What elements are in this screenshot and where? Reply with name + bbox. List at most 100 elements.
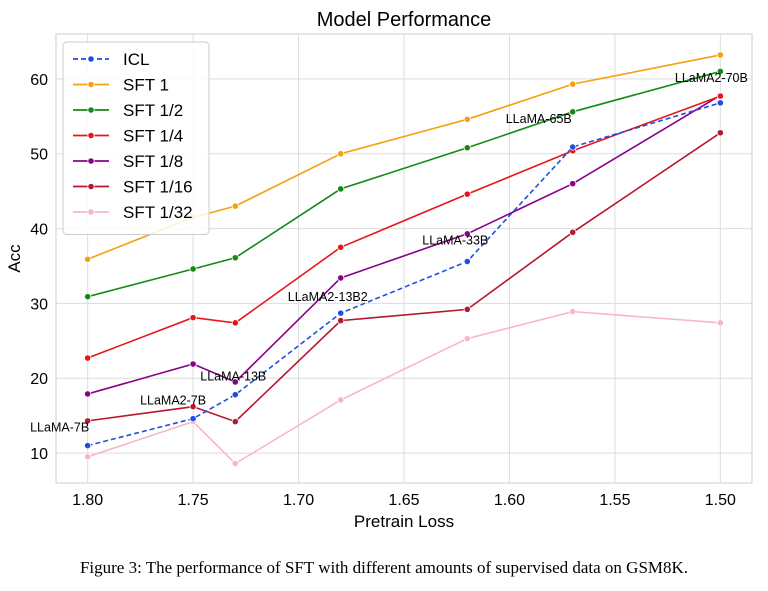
legend-marker — [87, 182, 95, 191]
data-point — [231, 459, 239, 468]
data-point — [569, 80, 577, 88]
annotation-label: LLaMA-13B — [200, 370, 266, 384]
data-point — [463, 257, 471, 266]
x-tick-label: 1.50 — [705, 492, 736, 509]
legend-label: SFT 1/4 — [123, 127, 183, 146]
data-point — [463, 230, 471, 238]
data-point — [337, 309, 345, 317]
data-point — [463, 115, 471, 123]
data-point — [569, 228, 577, 236]
data-point — [463, 144, 471, 152]
x-tick-label: 1.60 — [494, 492, 525, 509]
data-point — [84, 354, 92, 362]
y-tick-label: 30 — [30, 296, 48, 313]
legend-marker — [87, 55, 95, 63]
data-point — [84, 441, 92, 450]
data-point — [337, 243, 345, 251]
legend-item: SFT 1 — [73, 76, 169, 95]
annotation-label: LLaMA2-13B2 — [288, 290, 368, 304]
data-point — [569, 143, 577, 151]
data-point — [337, 317, 345, 325]
legend-label: ICL — [123, 50, 149, 69]
data-point — [84, 390, 92, 398]
data-point — [84, 255, 92, 263]
y-axis-label: Acc — [5, 244, 24, 273]
data-point — [189, 415, 197, 423]
x-tick-label: 1.65 — [388, 492, 419, 509]
legend-marker — [87, 106, 95, 114]
data-point — [231, 378, 239, 386]
data-point — [231, 391, 239, 399]
x-tick-label: 1.70 — [283, 492, 314, 509]
y-tick-label: 10 — [30, 446, 48, 463]
data-point — [189, 265, 197, 273]
tick-labels: 1.80 1.75 1.70 1.65 1.60 1.55 1.50 10 20 30 40 50 60 — [30, 72, 736, 509]
series-sft-1-16 — [84, 129, 724, 426]
legend-label: SFT 1/16 — [123, 178, 193, 197]
y-tick-label: 40 — [30, 222, 48, 239]
legend-item: SFT 1/4 — [73, 127, 183, 146]
legend-marker — [87, 80, 95, 89]
data-point — [569, 108, 577, 116]
chart-title: Model Performance — [317, 9, 492, 31]
annotations: LLaMA-7B LLaMA2-7B LLaMA-13B LLaMA2-13B2 LLa… — [30, 71, 748, 435]
data-point — [189, 403, 197, 411]
legend-marker — [87, 208, 95, 216]
y-tick-label: 20 — [30, 371, 48, 388]
series-icl — [84, 99, 724, 450]
legend-item: SFT 1/16 — [73, 178, 193, 197]
x-tick-label: 1.75 — [178, 492, 209, 509]
y-tick-label: 60 — [30, 72, 48, 89]
legend-item: ICL — [73, 50, 149, 69]
data-point — [231, 254, 239, 262]
legend-marker — [87, 157, 95, 165]
data-point — [337, 274, 345, 282]
data-point — [569, 180, 577, 188]
data-point — [463, 305, 471, 313]
x-tick-label: 1.80 — [72, 492, 103, 509]
data-point — [84, 417, 92, 425]
data-point — [189, 314, 197, 322]
annotation-label: LLaMA2-7B — [140, 394, 206, 408]
data-point — [569, 308, 577, 316]
data-point — [716, 92, 724, 100]
data-point — [84, 453, 92, 461]
data-point — [84, 293, 92, 301]
annotation-label: LLaMA-7B — [30, 421, 89, 435]
legend-label: SFT 1 — [123, 76, 169, 95]
data-point — [716, 129, 724, 137]
line-chart: Model Performance LLaMA-7BLLaMA2-7BLLaMA… — [5, 9, 753, 531]
data-point — [716, 319, 724, 327]
legend-label: SFT 1/32 — [123, 203, 193, 222]
legend: ICL SFT 1 SFT 1/2 SFT 1/4 SFT 1/8 SFT 1/16 SFT… — [62, 41, 210, 235]
data-point — [716, 51, 724, 59]
legend-label: SFT 1/2 — [123, 101, 183, 120]
data-point — [337, 396, 345, 404]
data-point — [231, 319, 239, 327]
annotation-label: LLaMA-33B — [422, 233, 488, 247]
legend-item: SFT 1/2 — [73, 101, 183, 120]
data-point — [716, 99, 724, 107]
data-point — [231, 202, 239, 210]
data-point — [337, 150, 345, 158]
series-layer — [84, 51, 724, 468]
data-point — [463, 190, 471, 198]
annotation-label: LLaMA-65B — [506, 112, 572, 126]
legend-marker — [87, 131, 95, 140]
data-point — [231, 418, 239, 426]
x-axis-label: Pretrain Loss — [354, 512, 454, 531]
legend-item: SFT 1/32 — [73, 203, 193, 222]
legend-item: SFT 1/8 — [73, 152, 183, 171]
data-point — [189, 360, 197, 368]
data-point — [716, 67, 724, 76]
y-tick-label: 50 — [30, 147, 48, 164]
data-point — [463, 334, 471, 343]
annotation-label: LLaMA2-70B — [675, 71, 748, 85]
series-sft-1-2 — [84, 67, 724, 301]
series-sft-1-8 — [84, 91, 724, 398]
legend-label: SFT 1/8 — [123, 152, 183, 171]
x-tick-label: 1.55 — [599, 492, 630, 509]
series-sft-1-4 — [84, 92, 724, 362]
data-point — [337, 185, 345, 193]
figure-caption: Figure 3: The performance of SFT with di… — [79, 558, 689, 577]
